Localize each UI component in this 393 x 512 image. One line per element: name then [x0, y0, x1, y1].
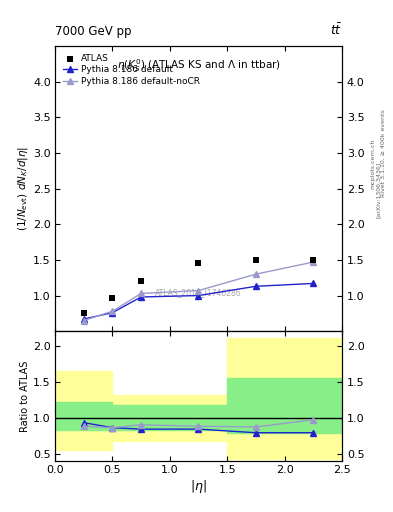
Y-axis label: Ratio to ATLAS: Ratio to ATLAS: [20, 360, 30, 432]
Text: $t\bar{t}$: $t\bar{t}$: [330, 23, 342, 38]
Line: Pythia 8.186 default-noCR: Pythia 8.186 default-noCR: [81, 259, 316, 324]
Pythia 8.186 default: [110, 310, 115, 316]
Pythia 8.186 default-noCR: [311, 259, 316, 265]
Pythia 8.186 default: [139, 294, 143, 300]
Pythia 8.186 default-noCR: [81, 317, 86, 324]
Pythia 8.186 default-noCR: [110, 308, 115, 314]
Text: [arXiv:1306.3436]: [arXiv:1306.3436]: [376, 161, 380, 218]
ATLAS: [109, 293, 116, 302]
Y-axis label: $(1/N_\mathrm{evt})\ dN_K/d|\eta|$: $(1/N_\mathrm{evt})\ dN_K/d|\eta|$: [17, 146, 30, 231]
ATLAS: [81, 309, 87, 317]
ATLAS: [138, 277, 144, 285]
Text: mcplots.cern.ch: mcplots.cern.ch: [371, 139, 376, 189]
Legend: ATLAS, Pythia 8.186 default, Pythia 8.186 default-noCR: ATLAS, Pythia 8.186 default, Pythia 8.18…: [59, 51, 204, 89]
Text: ATLAS_2019_I1746286: ATLAS_2019_I1746286: [155, 288, 242, 297]
Pythia 8.186 default-noCR: [139, 290, 143, 296]
ATLAS: [195, 260, 202, 268]
Pythia 8.186 default: [81, 316, 86, 322]
Pythia 8.186 default: [196, 292, 201, 298]
Pythia 8.186 default-noCR: [196, 288, 201, 294]
Text: 7000 GeV pp: 7000 GeV pp: [55, 26, 132, 38]
Line: Pythia 8.186 default: Pythia 8.186 default: [81, 280, 316, 322]
X-axis label: $|\eta|$: $|\eta|$: [190, 478, 207, 495]
Pythia 8.186 default-noCR: [253, 271, 258, 278]
Pythia 8.186 default: [311, 281, 316, 287]
Text: $\eta(K^0_S)$ (ATLAS KS and $\Lambda$ in ttbar): $\eta(K^0_S)$ (ATLAS KS and $\Lambda$ in…: [117, 57, 280, 74]
ATLAS: [310, 256, 316, 264]
ATLAS: [253, 256, 259, 264]
Pythia 8.186 default: [253, 283, 258, 289]
Text: Rivet 3.1.10, ≥ 400k events: Rivet 3.1.10, ≥ 400k events: [381, 110, 386, 198]
